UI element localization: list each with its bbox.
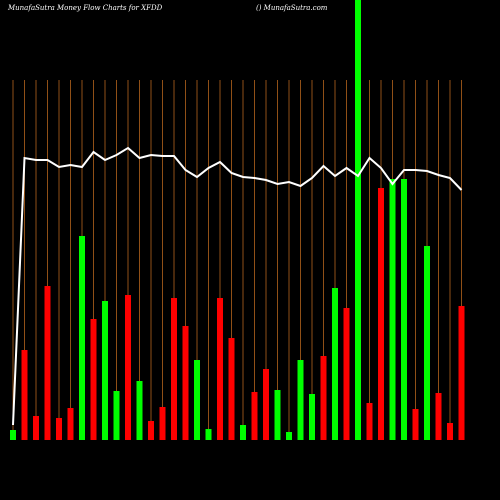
bar — [378, 188, 384, 440]
bar — [389, 179, 396, 440]
bar — [102, 301, 108, 440]
bar — [182, 326, 189, 440]
bar — [412, 409, 419, 440]
bar — [286, 432, 292, 440]
bar — [136, 381, 143, 440]
bar — [297, 360, 304, 440]
bar — [320, 356, 327, 440]
bar — [33, 416, 39, 440]
bar — [274, 390, 281, 440]
bar — [228, 338, 235, 440]
bar — [44, 286, 51, 440]
bar — [263, 369, 269, 440]
bar — [113, 391, 120, 440]
bar — [355, 0, 361, 440]
bar — [21, 350, 28, 440]
bar — [424, 246, 430, 440]
bar — [435, 393, 442, 440]
bar — [309, 394, 315, 440]
bar — [240, 425, 246, 440]
bar — [79, 236, 85, 440]
bar — [332, 288, 338, 440]
bar — [447, 423, 453, 440]
bar — [366, 403, 373, 440]
chart-subtitle: () MunafaSutra.com — [256, 4, 328, 12]
bar — [194, 360, 200, 440]
bar — [67, 408, 74, 440]
bar — [90, 319, 97, 440]
bar — [217, 298, 223, 440]
bar — [401, 179, 407, 440]
bar — [10, 430, 16, 440]
bar — [171, 298, 177, 440]
bar — [125, 295, 131, 440]
chart-title: MunafaSutra Money Flow Charts for XFDD — [7, 4, 163, 12]
bar — [458, 306, 465, 440]
bar — [343, 308, 350, 440]
bar — [56, 418, 62, 440]
bar — [251, 392, 258, 440]
bar — [159, 407, 166, 440]
bar — [148, 421, 154, 440]
bar — [205, 429, 212, 440]
money-flow-line — [12, 146, 463, 426]
